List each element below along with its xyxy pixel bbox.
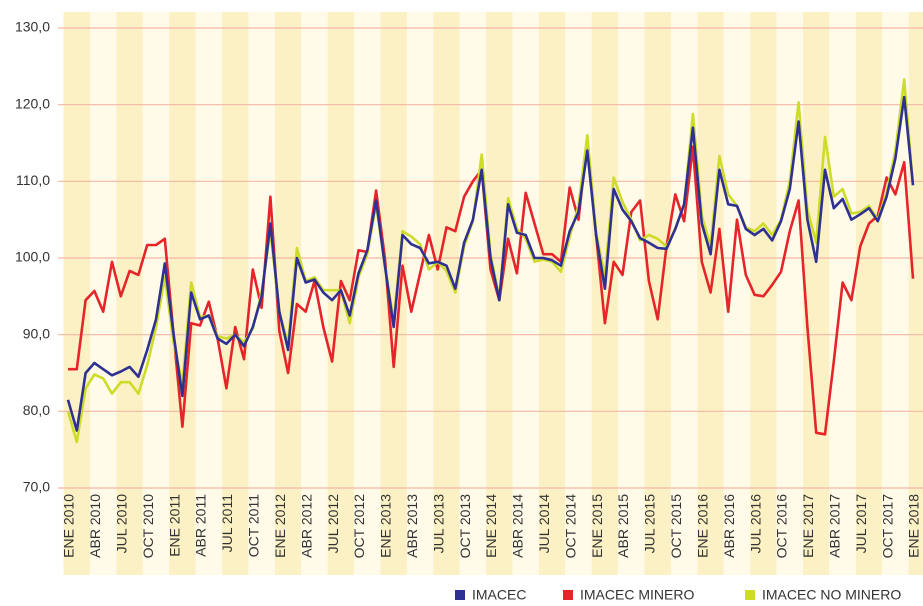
x-tick-label: JUL 2012 — [325, 494, 341, 554]
band — [63, 12, 91, 575]
x-tick-label: JUL 2015 — [642, 494, 658, 554]
x-tick-label: JUL 2010 — [114, 494, 130, 554]
band — [670, 12, 698, 575]
band — [776, 12, 803, 575]
band — [90, 12, 117, 575]
x-tick-label: ENE 2017 — [800, 494, 816, 558]
x-tick-label: ABR 2015 — [615, 494, 631, 558]
x-tick-label: OCT 2017 — [879, 494, 895, 559]
x-tick-label: OCT 2016 — [774, 494, 790, 559]
x-tick-label: OCT 2013 — [457, 494, 473, 559]
legend-label: IMACEC NO MINERO — [762, 587, 901, 603]
x-tick-label: ENE 2014 — [483, 494, 499, 558]
legend-swatch — [745, 590, 755, 600]
band — [354, 12, 381, 575]
y-tick-label: 100,0 — [15, 249, 50, 265]
x-tick-label: ENE 2016 — [694, 494, 710, 558]
x-tick-label: ABR 2017 — [826, 494, 842, 558]
legend-swatch — [455, 590, 465, 600]
y-tick-label: 70,0 — [23, 479, 50, 495]
x-tick-label: ENE 2010 — [61, 494, 77, 558]
x-tick-label: ABR 2011 — [193, 494, 209, 557]
y-tick-label: 120,0 — [15, 95, 50, 111]
y-tick-label: 80,0 — [23, 402, 50, 418]
x-tick-label: ABR 2012 — [298, 494, 314, 558]
y-tick-label: 110,0 — [16, 172, 50, 188]
x-tick-label: JUL 2011 — [219, 494, 235, 553]
band — [459, 12, 487, 575]
band — [538, 12, 566, 575]
x-tick-label: ENE 2012 — [272, 494, 288, 558]
x-tick-label: OCT 2015 — [668, 494, 684, 559]
x-tick-label: OCT 2012 — [351, 494, 367, 559]
band — [512, 12, 539, 575]
x-tick-label: ENE 2011 — [166, 494, 182, 557]
band — [222, 12, 249, 575]
x-tick-label: JUL 2013 — [430, 494, 446, 554]
x-tick-label: ABR 2014 — [510, 494, 526, 558]
band — [195, 12, 223, 575]
y-tick-label: 90,0 — [23, 325, 50, 341]
band — [142, 12, 170, 575]
line-series — [68, 137, 915, 436]
x-tick-label: ENE 2013 — [378, 494, 394, 558]
band — [618, 12, 645, 575]
band — [591, 12, 619, 575]
x-tick-label: JUL 2017 — [853, 494, 869, 554]
x-tick-label: OCT 2011 — [246, 494, 262, 558]
x-tick-label: OCT 2010 — [140, 494, 156, 559]
band — [644, 12, 671, 575]
legend-label: IMACEC — [472, 587, 526, 603]
x-tick-label: ABR 2013 — [404, 494, 420, 558]
band — [908, 12, 923, 575]
x-tick-label: JUL 2014 — [536, 494, 552, 554]
band — [274, 12, 302, 575]
x-tick-label: ENE 2018 — [906, 494, 922, 558]
band — [723, 12, 751, 575]
y-tick-label: 130,0 — [15, 19, 50, 35]
x-tick-label: OCT 2014 — [562, 494, 578, 559]
x-tick-label: JUL 2016 — [747, 494, 763, 554]
x-tick-label: ENE 2015 — [589, 494, 605, 558]
band — [406, 12, 434, 575]
line-series — [66, 95, 915, 432]
x-tick-label: ABR 2016 — [721, 494, 737, 558]
band — [380, 12, 407, 575]
band — [855, 12, 883, 575]
legend-swatch — [563, 590, 573, 600]
legend-label: IMACEC MINERO — [580, 587, 694, 603]
band — [565, 12, 592, 575]
band — [802, 12, 830, 575]
x-tick-label: ABR 2010 — [87, 494, 103, 558]
